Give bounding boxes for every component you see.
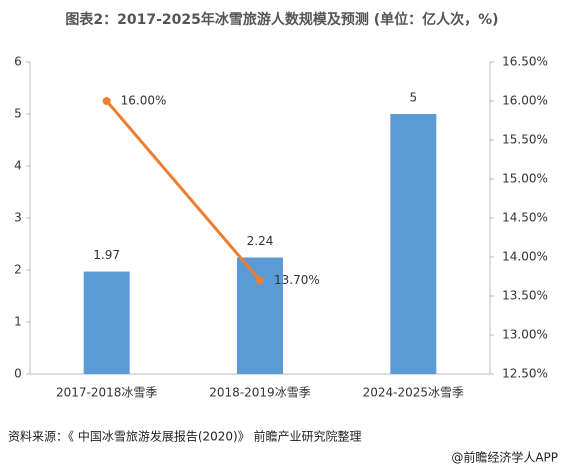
- y-tick-label: 3: [14, 211, 22, 225]
- y2-tick-label: 15.50%: [502, 133, 548, 147]
- x-tick-label: 2018-2019冰雪季: [209, 386, 310, 400]
- bar: [83, 271, 130, 374]
- y-tick-label: 1: [14, 315, 22, 329]
- line-label: 13.70%: [274, 273, 320, 287]
- y-tick-label: 2: [14, 263, 22, 277]
- y-tick-label: 5: [14, 107, 22, 121]
- y2-tick-label: 13.50%: [502, 289, 548, 303]
- y-tick-label: 4: [14, 159, 22, 173]
- y2-tick-label: 15.00%: [502, 172, 548, 186]
- y2-tick-label: 13.00%: [502, 328, 548, 342]
- y2-tick-label: 12.50%: [502, 367, 548, 381]
- bar-label: 2.24: [247, 234, 274, 248]
- chart-title: 图表2：2017-2025年冰雪旅游人数规模及预测 (单位：亿人次，%): [65, 11, 498, 28]
- bar: [390, 114, 437, 374]
- y2-tick-label: 14.50%: [502, 211, 548, 225]
- line-point: [102, 97, 111, 105]
- line-label: 16.00%: [121, 94, 167, 108]
- bar-label: 5: [410, 91, 418, 105]
- line: [105, 100, 262, 282]
- footer: @前瞻经济学人APP: [451, 450, 558, 465]
- y2-tick-label: 14.00%: [502, 250, 548, 264]
- y2-tick-label: 16.50%: [502, 55, 548, 69]
- y-tick-label: 6: [14, 55, 22, 69]
- line-point: [256, 276, 264, 285]
- y2-tick-label: 16.00%: [502, 94, 548, 108]
- x-tick-label: 2024-2025冰雪季: [363, 386, 464, 400]
- source: 资料来源：《 中国冰雪旅游发展报告(2020)》 前瞻产业研究院整理: [8, 429, 362, 444]
- bar-label: 1.97: [93, 248, 120, 262]
- y-tick-label: 0: [14, 367, 22, 381]
- x-tick-label: 2017-2018冰雪季: [56, 386, 157, 400]
